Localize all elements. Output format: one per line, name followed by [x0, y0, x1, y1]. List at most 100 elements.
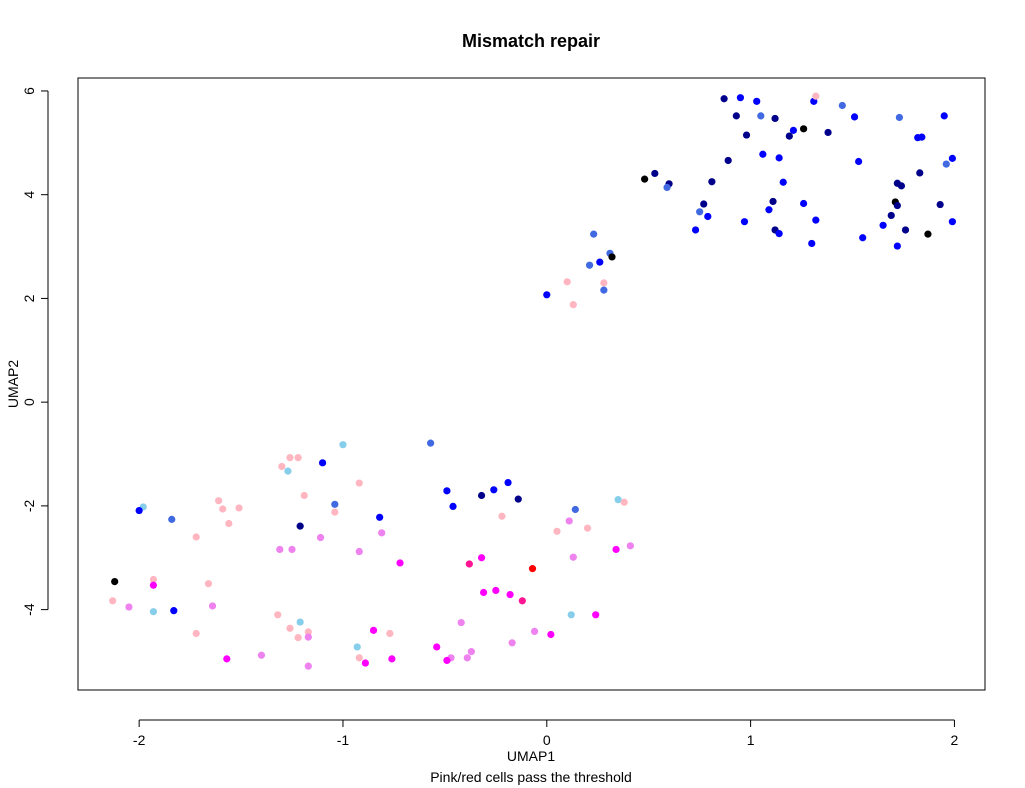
data-point — [355, 547, 363, 556]
data-point — [940, 112, 948, 120]
data-point — [565, 517, 573, 525]
data-point — [569, 301, 577, 309]
data-point — [824, 128, 832, 137]
data-point — [204, 580, 213, 588]
x-tick-label: 1 — [747, 732, 755, 748]
data-point — [585, 261, 594, 269]
data-point — [286, 624, 294, 632]
data-point — [149, 581, 158, 589]
data-point — [812, 216, 820, 224]
data-point — [859, 234, 867, 242]
data-point — [388, 655, 396, 663]
data-point — [288, 545, 296, 554]
data-point — [276, 545, 284, 554]
data-point — [547, 630, 555, 639]
data-point — [608, 253, 616, 261]
data-point — [641, 175, 649, 183]
data-point — [477, 554, 486, 562]
data-point — [732, 112, 740, 120]
data-point — [612, 545, 620, 554]
data-point — [192, 533, 200, 541]
data-point — [353, 643, 361, 651]
data-point — [467, 648, 475, 656]
data-point — [553, 527, 561, 535]
data-point — [235, 504, 243, 512]
data-point — [369, 626, 378, 634]
data-point — [376, 513, 384, 521]
data-point — [274, 611, 282, 619]
data-point — [769, 197, 777, 206]
data-point — [355, 479, 363, 487]
data-point — [304, 633, 312, 641]
data-point — [626, 542, 634, 550]
y-tick-label: 6 — [21, 87, 37, 95]
data-point — [506, 590, 514, 599]
y-axis-label: UMAP2 — [5, 360, 21, 408]
y-tick-label: 2 — [21, 294, 37, 302]
data-point — [704, 212, 712, 221]
x-tick-label: -1 — [337, 732, 350, 748]
data-point — [887, 211, 895, 220]
data-point — [663, 183, 671, 192]
data-point — [215, 497, 223, 505]
data-point — [724, 156, 732, 165]
y-tick-label: 0 — [21, 398, 37, 406]
data-point — [355, 654, 363, 662]
data-point — [948, 154, 956, 162]
data-point — [779, 178, 787, 186]
data-point — [508, 639, 516, 647]
data-point — [135, 506, 143, 515]
data-point — [492, 586, 500, 595]
data-point — [918, 133, 926, 141]
data-point — [304, 662, 312, 670]
data-point — [600, 286, 608, 294]
data-point — [300, 491, 308, 500]
data-point — [490, 486, 498, 494]
data-point — [569, 553, 577, 561]
x-tick-label: 0 — [543, 732, 551, 748]
data-point — [278, 462, 286, 471]
data-point — [457, 618, 465, 627]
data-point — [800, 125, 808, 133]
data-point — [504, 478, 512, 487]
data-point — [600, 279, 608, 287]
plot-area-frame — [77, 77, 986, 691]
y-tick-label: 4 — [21, 191, 37, 199]
data-point — [614, 496, 622, 504]
data-point — [893, 242, 901, 250]
data-point — [361, 659, 369, 667]
data-point — [740, 218, 749, 226]
data-point — [463, 654, 471, 662]
data-point — [696, 208, 704, 216]
data-point — [223, 655, 231, 663]
data-point — [378, 529, 386, 537]
data-point — [111, 578, 119, 586]
data-point — [720, 95, 728, 103]
data-point — [331, 500, 339, 508]
data-point — [838, 101, 846, 110]
y-tick-label: -4 — [21, 603, 37, 616]
data-point — [897, 182, 906, 190]
data-point — [800, 199, 808, 208]
data-point — [855, 157, 863, 166]
x-tick-label: -2 — [133, 732, 146, 748]
chart-subtitle: Pink/red cells pass the threshold — [430, 769, 632, 785]
data-point — [596, 258, 604, 266]
data-point — [620, 498, 628, 506]
data-point — [294, 634, 302, 642]
data-point — [125, 603, 133, 611]
data-point — [808, 239, 816, 248]
data-point — [109, 597, 117, 605]
data-point — [304, 628, 312, 636]
data-point — [924, 230, 932, 238]
chart-title: Mismatch repair — [462, 31, 600, 51]
data-point — [296, 522, 304, 530]
data-point — [208, 602, 217, 610]
data-point — [590, 230, 598, 238]
data-point — [893, 201, 901, 210]
data-point — [316, 533, 325, 542]
data-point — [514, 495, 522, 503]
data-point — [427, 439, 435, 447]
data-point — [396, 559, 404, 567]
